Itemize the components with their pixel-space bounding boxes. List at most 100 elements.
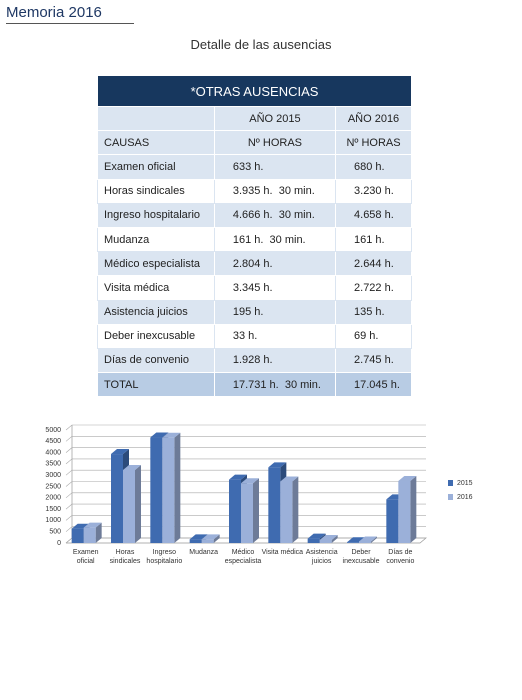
x-tick-label: Días de convenio [386,549,415,565]
y-tick-label: 0 [57,540,61,547]
grid-line [65,481,426,487]
table-cell: 2.644 h. [335,251,412,277]
table-row: Días de convenio 1.928 h. 2.745 h. [97,347,412,374]
table-row: CAUSAS Nº HORAS Nº HORAS [97,130,412,156]
table-row: Ingreso hospitalario 4.666 h. 30 min. 4.65… [97,202,412,228]
grid-line [65,503,426,510]
table-cell: 4.666 h. 30 min. [213,202,337,228]
table-row: AÑO 2015 AÑO 2016 [97,105,412,132]
x-tick-label: Horas sindicales [109,549,141,565]
header-title: Memoria 2016 [6,4,134,24]
legend-swatch [448,494,453,500]
bar [307,538,320,543]
bar [386,499,399,543]
table-cell: 161 h. 30 min. [213,226,337,253]
table-cell: TOTAL [97,372,215,398]
x-tick-label: Médico especialista [224,549,262,565]
bar [71,528,84,543]
grid-line [65,469,426,476]
table-row: Asistencia juicios 195 h. 135 h. [97,299,412,325]
table-cell: 680 h. [335,154,412,180]
bar-top [162,432,181,438]
chart: 0 500 1000 1500 2000 2500 3000 3500 4000 4500 5000… [45,424,473,547]
bar [83,527,96,543]
table-cell: 161 h. [335,226,412,253]
table-cell: 17.731 h. 30 min. [213,372,337,398]
bar-side [371,536,377,543]
table-cell: AÑO 2015 [213,105,337,132]
bar-top [201,534,220,540]
bar-side [410,475,417,543]
bar-top [359,536,377,542]
table-cell: 69 h. [335,323,412,349]
legend-swatch [448,480,453,486]
bar-top [347,537,365,543]
bar-top [241,478,259,484]
table-cell: 3.935 h. 30 min. [213,178,337,204]
bar-side [292,476,299,543]
bar [268,467,281,543]
y-tick-label: 4500 [45,438,61,445]
table-cell: 135 h. [335,299,412,325]
table-cell: Días de convenio [97,347,215,374]
table-row: Deber inexcusable 33 h. 69 h. [97,323,412,349]
table-cell: 3.230 h. [335,178,412,204]
bar-top [71,523,90,529]
grid-line [65,526,426,532]
bar [189,539,202,543]
bar [280,481,293,543]
bar [150,437,163,543]
bar-top [268,462,287,468]
y-tick-label: 2000 [45,495,61,502]
y-tick-label: 1000 [45,517,61,524]
y-tick-label: 5000 [45,427,61,434]
table-cell: CAUSAS [97,130,215,156]
x-tick-label: Asistencia juicios [305,549,338,565]
x-tick-label: Examen oficial [72,549,99,565]
bar-top [319,534,338,540]
table-row: Horas sindicales 3.935 h. 30 min. 3.230 h. [97,178,412,204]
table-cell: Deber inexcusable [97,323,215,349]
table-cell: Asistencia juicios [97,299,215,325]
bar-top [123,465,141,471]
y-tick-label: 2500 [45,483,61,490]
table-cell: 2.722 h. [335,275,412,301]
bar-side [213,534,220,543]
grid-line [65,436,426,442]
bar-top [189,534,208,540]
table-cell: Médico especialista [97,251,215,277]
grid-line [65,458,426,465]
legend-label: 2016 [457,494,473,501]
table-cell: Visita médica [97,275,215,301]
bar [359,541,371,543]
y-tick-label: 3000 [45,472,61,479]
y-tick-label: 3500 [45,461,61,468]
table-cell: Nº HORAS [335,130,412,156]
bar-side [95,522,102,543]
bar-top [111,449,129,455]
grid-line [65,492,426,499]
subtitle: Detalle de las ausencias [190,37,332,52]
bar-side [174,432,181,543]
table-cell: 3.345 h. [213,275,337,301]
bar-top [307,533,326,539]
y-tick-label: 1500 [45,506,61,513]
bar-top [398,475,417,481]
table-cell: 195 h. [213,299,337,325]
bar [162,437,175,543]
table-row: Mudanza 161 h. 30 min. 161 h. [97,226,412,253]
bar-top [229,474,247,480]
bar-top [83,522,102,528]
x-tick-label: Visita médica [261,549,304,556]
table-cell: Examen oficial [97,154,215,180]
table-cell: 2.745 h. [335,347,412,374]
table: *OTRAS AUSENCIAS AÑO 2015 AÑO 2016 CAUSAS Nº… [97,75,412,398]
bar-side [331,534,338,543]
bar-top [150,432,169,438]
table-row: TOTAL 17.731 h. 30 min. 17.045 h. [97,372,412,398]
table-cell: AÑO 2016 [335,105,412,132]
table-cell: *OTRAS AUSENCIAS [97,75,412,107]
table-cell: 4.658 h. [335,202,412,228]
table-row: Examen oficial 633 h. 680 h. [97,154,412,180]
